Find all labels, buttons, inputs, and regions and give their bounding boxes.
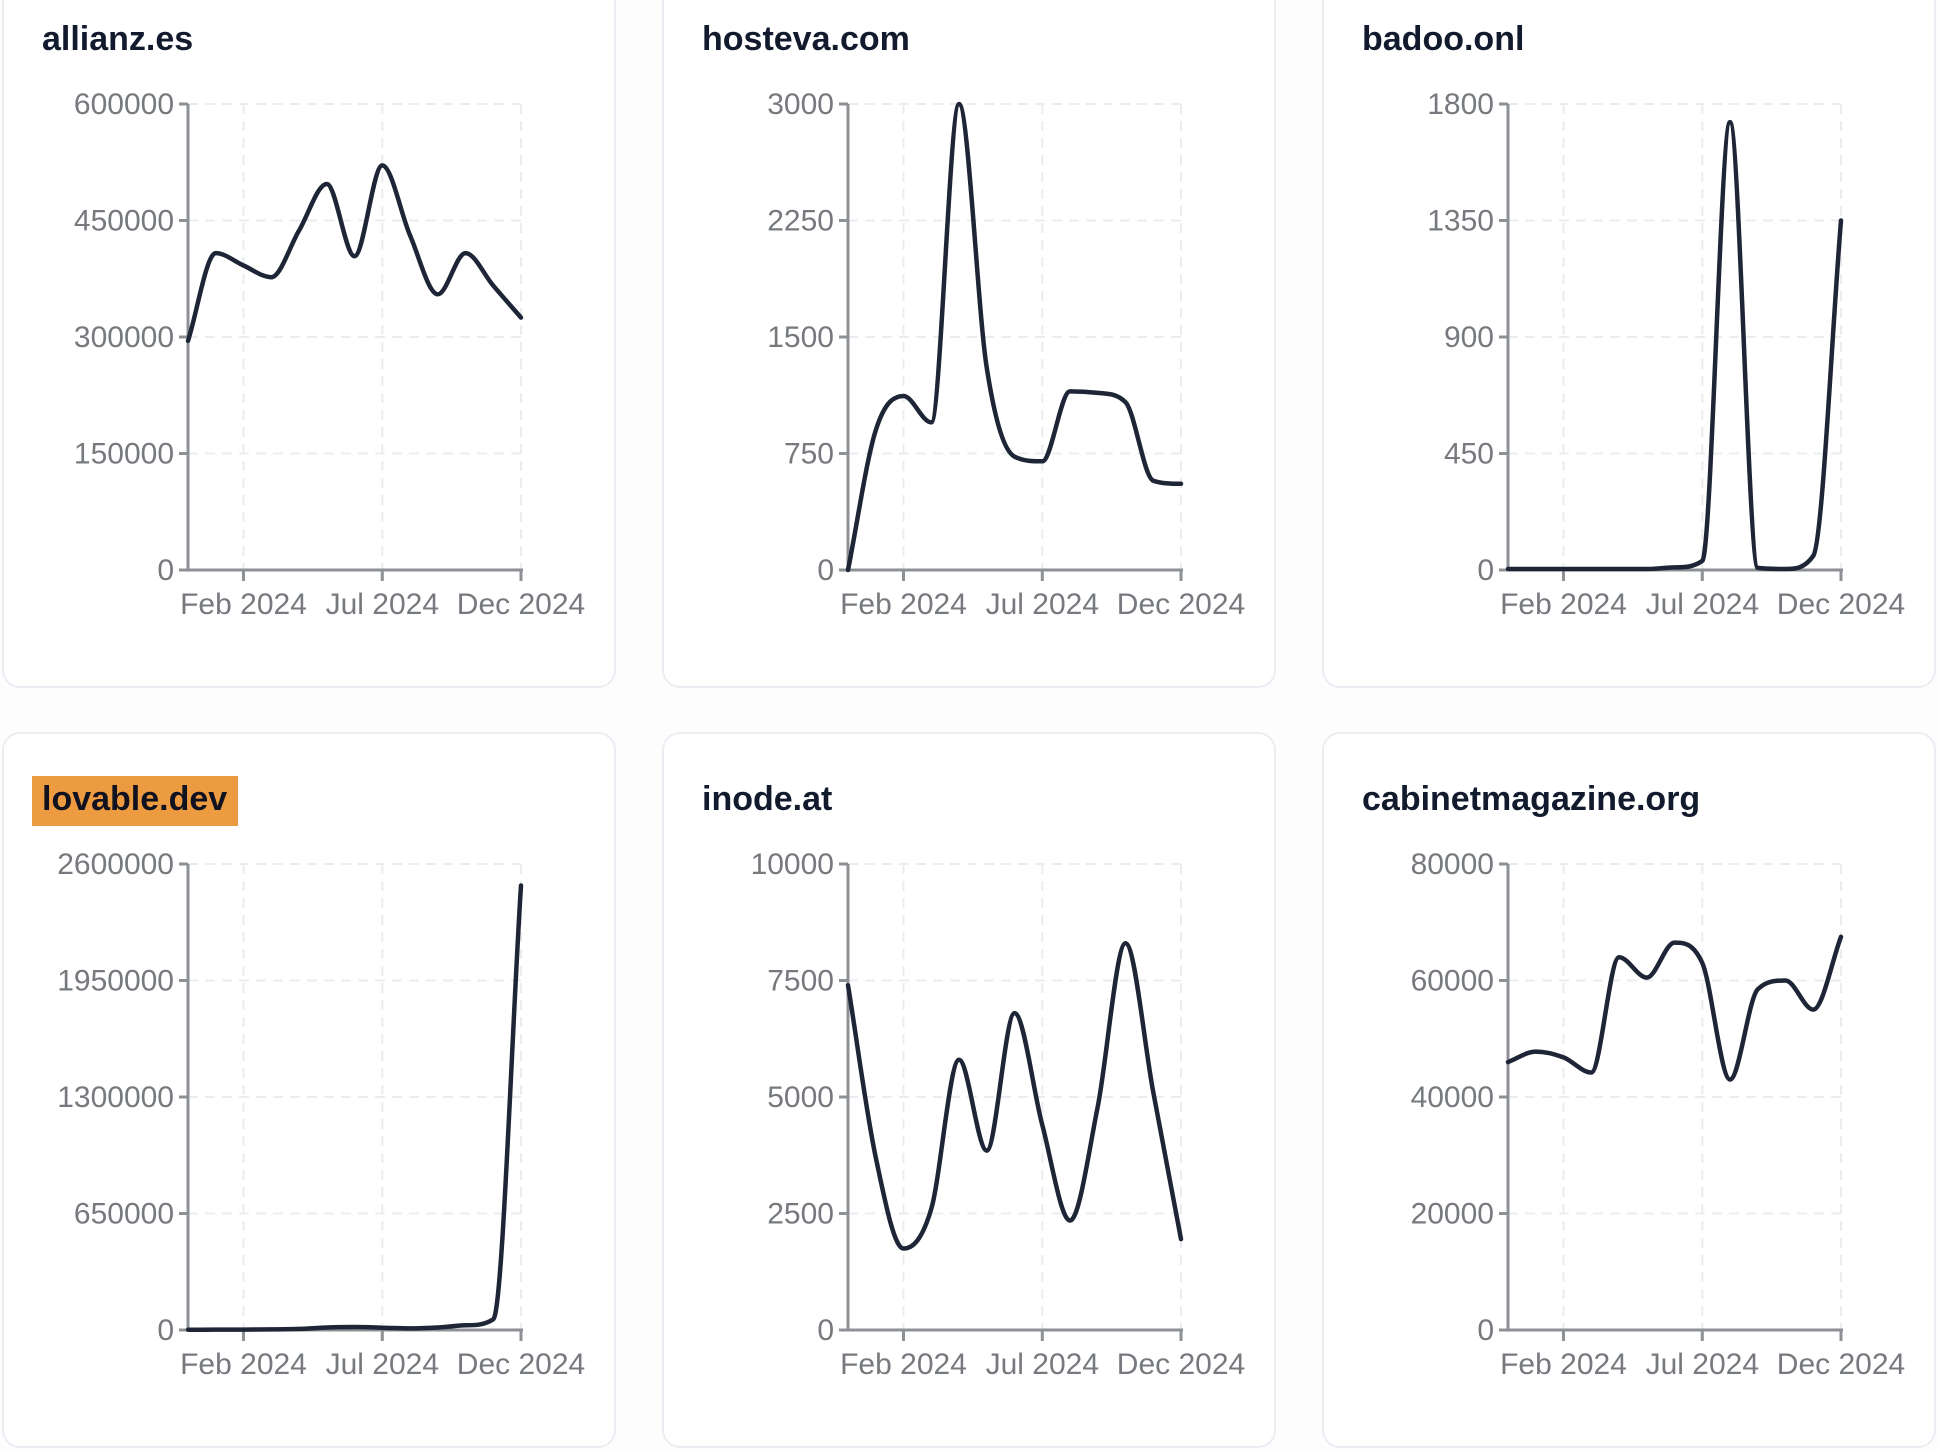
domain-title-text[interactable]: badoo.onl <box>1362 20 1525 58</box>
y-tick-label: 0 <box>157 1314 174 1347</box>
y-tick-label: 0 <box>817 554 834 587</box>
chart-card-allianz: allianz.es 0 150000 300000 450000 600000 Feb … <box>2 0 616 688</box>
chart-card-hosteva: hosteva.com 0 750 1500 2250 3000 Feb 2024 Jul … <box>662 0 1276 688</box>
card-title[interactable]: badoo.onl <box>1362 21 1524 58</box>
x-tick-label: Jul 2024 <box>986 1348 1099 1381</box>
y-tick-label: 0 <box>1477 1314 1494 1347</box>
domain-title-text[interactable]: hosteva.com <box>702 20 910 58</box>
y-tick-label: 2250 <box>767 205 834 238</box>
data-line <box>1505 119 1844 572</box>
y-tick-label: 1950000 <box>57 965 174 998</box>
domain-title-text[interactable]: cabinetmagazine.org <box>1362 780 1701 818</box>
x-tick-label: Dec 2024 <box>457 1348 585 1381</box>
y-tick-label: 450000 <box>74 205 174 238</box>
y-tick-label: 1350 <box>1427 205 1494 238</box>
y-tick-label: 5000 <box>767 1081 834 1114</box>
card-title[interactable]: allianz.es <box>42 21 193 58</box>
data-line <box>185 883 524 1332</box>
y-tick-label: 2600000 <box>57 848 174 881</box>
y-tick-label: 300000 <box>74 321 174 354</box>
traffic-chart-svg: 0 2500 5000 7500 10000 Feb 2024 Jul 2024 Dec 20… <box>751 848 1246 1381</box>
x-tick-label: Feb 2024 <box>1500 1348 1627 1381</box>
x-tick-label: Feb 2024 <box>180 1348 307 1381</box>
domain-title-text-highlighted[interactable]: lovable.dev <box>32 776 239 826</box>
x-tick-label: Feb 2024 <box>180 588 307 621</box>
y-tick-label: 3000 <box>767 88 834 121</box>
traffic-chart-svg: 0 150000 300000 450000 600000 Feb 2024 Jul 202… <box>74 88 585 621</box>
y-tick-label: 40000 <box>1411 1081 1494 1114</box>
y-tick-label: 0 <box>1477 554 1494 587</box>
y-tick-label: 80000 <box>1411 848 1494 881</box>
y-tick-label: 60000 <box>1411 965 1494 998</box>
domain-title-text[interactable]: allianz.es <box>42 20 194 58</box>
y-tick-label: 600000 <box>74 88 174 121</box>
y-tick-label: 650000 <box>74 1198 174 1231</box>
y-tick-label: 7500 <box>767 965 834 998</box>
domain-title-text[interactable]: inode.at <box>702 780 833 818</box>
chart-card-lovable: lovable.dev 0 650000 1300000 1950000 2600000… <box>2 732 616 1448</box>
data-line <box>845 940 1184 1251</box>
y-tick-label: 1800 <box>1427 88 1494 121</box>
x-tick-label: Dec 2024 <box>1777 1348 1905 1381</box>
y-tick-label: 10000 <box>751 848 834 881</box>
card-title[interactable]: hosteva.com <box>702 21 910 58</box>
x-tick-label: Dec 2024 <box>457 588 585 621</box>
x-tick-label: Dec 2024 <box>1777 588 1905 621</box>
x-tick-label: Feb 2024 <box>1500 588 1627 621</box>
traffic-chart-svg: 0 750 1500 2250 3000 Feb 2024 Jul 2024 Dec 2024 <box>767 88 1245 621</box>
x-tick-label: Jul 2024 <box>1646 1348 1759 1381</box>
y-tick-label: 450 <box>1444 438 1494 471</box>
data-line <box>845 101 1184 573</box>
y-tick-label: 20000 <box>1411 1198 1494 1231</box>
y-tick-label: 0 <box>157 554 174 587</box>
data-line <box>1505 934 1844 1082</box>
y-tick-label: 1500 <box>767 321 834 354</box>
x-tick-label: Feb 2024 <box>840 588 967 621</box>
x-tick-label: Jul 2024 <box>1646 588 1759 621</box>
x-tick-label: Dec 2024 <box>1117 1348 1245 1381</box>
chart-card-inode: inode.at 0 2500 5000 7500 10000 Feb 2024 Jul 2… <box>662 732 1276 1448</box>
y-tick-label: 150000 <box>74 438 174 471</box>
traffic-chart-svg: 0 450 900 1350 1800 Feb 2024 Jul 2024 Dec 2024 <box>1427 88 1905 621</box>
traffic-chart-svg: 0 20000 40000 60000 80000 Feb 2024 Jul 2024 Dec… <box>1411 848 1906 1381</box>
y-tick-label: 2500 <box>767 1198 834 1231</box>
card-title[interactable]: cabinetmagazine.org <box>1362 781 1700 818</box>
chart-card-cabinetmagazine: cabinetmagazine.org 0 20000 40000 60000 8000… <box>1322 732 1936 1448</box>
y-tick-label: 1300000 <box>57 1081 174 1114</box>
traffic-chart-svg: 0 650000 1300000 1950000 2600000 Feb 2024 Jul … <box>57 848 585 1381</box>
card-title[interactable]: lovable.dev <box>32 776 239 826</box>
x-tick-label: Jul 2024 <box>326 1348 439 1381</box>
y-tick-label: 0 <box>817 1314 834 1347</box>
card-title[interactable]: inode.at <box>702 781 832 818</box>
x-tick-label: Jul 2024 <box>326 588 439 621</box>
x-tick-label: Feb 2024 <box>840 1348 967 1381</box>
x-tick-label: Dec 2024 <box>1117 588 1245 621</box>
x-tick-label: Jul 2024 <box>986 588 1099 621</box>
y-tick-label: 900 <box>1444 321 1494 354</box>
chart-card-badoo: badoo.onl 0 450 900 1350 1800 Feb 2024 Jul 202… <box>1322 0 1936 688</box>
data-line <box>185 163 524 344</box>
y-tick-label: 750 <box>784 438 834 471</box>
